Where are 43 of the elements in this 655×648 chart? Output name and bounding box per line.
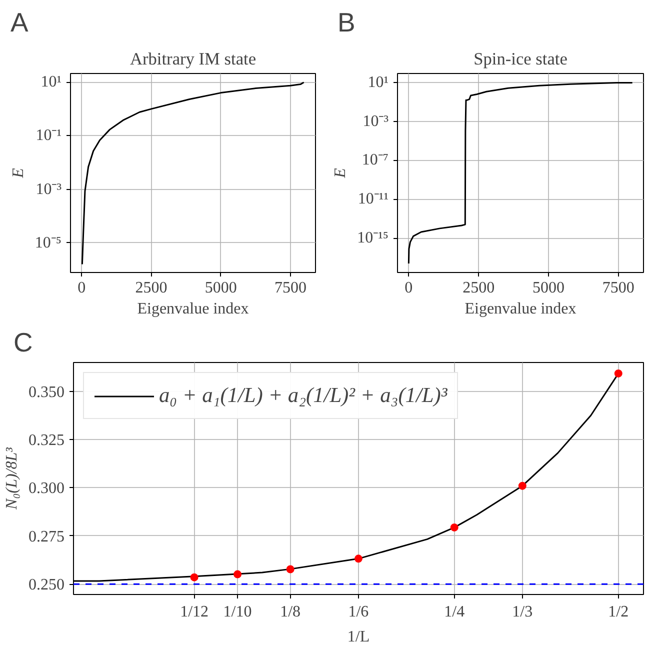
y-tick-label: 10¹	[40, 74, 62, 91]
chart-title: Spin-ice state	[474, 50, 568, 68]
y-tick-label: 0.325	[28, 432, 64, 450]
x-tick-label: 7500	[274, 280, 306, 296]
y-tick-label: 10¹	[368, 74, 389, 91]
text: C	[14, 328, 33, 358]
x-tick-label: 1/10	[223, 604, 252, 620]
y-tick-label: 10⁻¹¹	[358, 190, 389, 208]
x-tick-label: 1/8	[280, 604, 301, 620]
text: A	[10, 8, 28, 38]
y-tick-label: 10⁻³	[36, 180, 62, 198]
y-tick-label: 0.275	[28, 528, 64, 546]
y-axis-title: E	[332, 168, 350, 179]
x-tick-label: 5000	[204, 280, 237, 296]
y-tick-label: 10⁻⁷	[362, 152, 388, 169]
x-axis-title: Eigenvalue index	[464, 300, 576, 318]
y-axis-title: N₀(L)/8L³	[4, 447, 20, 510]
x-tick-label: 2500	[135, 280, 168, 296]
x-tick-label: 1/4	[444, 604, 465, 620]
legend-label: a₀ + a₁(1/L) + a₂(1/L)² + a₃(1/L)³	[159, 383, 448, 408]
x-tick-label: 0	[78, 280, 86, 296]
x-tick-label: 1/12	[180, 604, 209, 620]
x-axis-title: 1/L	[347, 628, 370, 646]
chart-title: Arbitrary IM state	[130, 50, 256, 68]
text: B	[338, 8, 356, 38]
y-tick-label: 0.300	[28, 480, 64, 498]
line-series	[81, 82, 305, 266]
y-axis-title: E	[10, 168, 27, 179]
y-tick-label: 10⁻³	[362, 112, 389, 130]
x-tick-label: 1/3	[512, 604, 533, 620]
x-tick-label: 1/2	[608, 604, 629, 620]
line-series	[408, 82, 634, 264]
x-tick-label: 5000	[532, 280, 564, 296]
x-tick-label: 7500	[602, 280, 634, 296]
x-axis-title: Eigenvalue index	[137, 300, 249, 318]
y-tick-label: 10⁻¹	[36, 127, 62, 144]
x-tick-label: 2500	[462, 280, 495, 296]
x-tick-label: 1/6	[348, 604, 369, 620]
y-tick-label: 0.250	[28, 576, 64, 594]
y-tick-label: 10⁻¹⁵	[357, 230, 388, 247]
y-tick-label: 10⁻⁵	[34, 234, 62, 252]
y-tick-label: 0.350	[28, 384, 64, 401]
x-tick-label: 0	[404, 280, 413, 296]
